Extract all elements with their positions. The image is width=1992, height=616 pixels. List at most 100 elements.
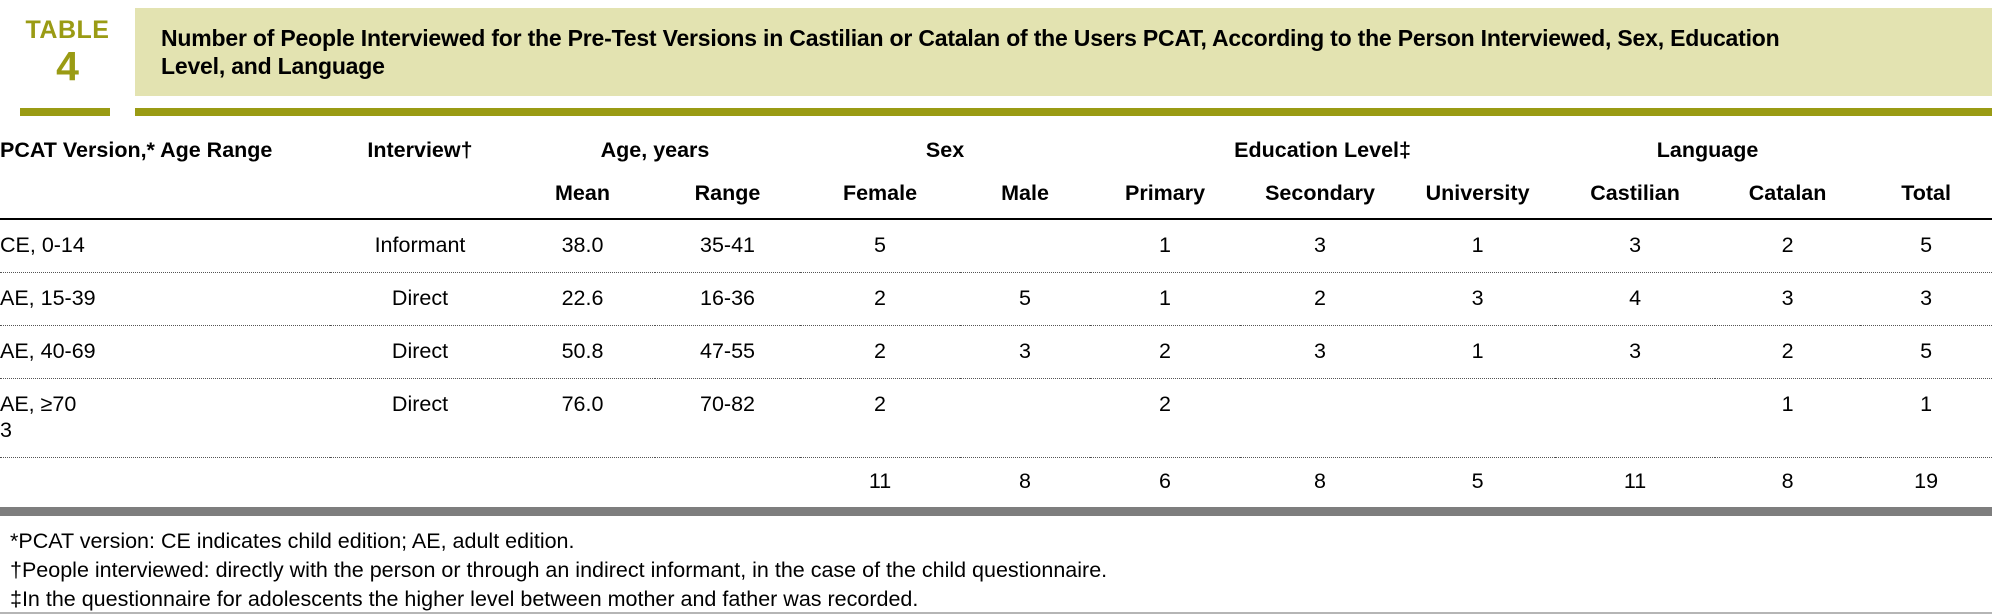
cell-range: 16-36 bbox=[655, 272, 801, 326]
cell-male: 5 bbox=[960, 272, 1091, 326]
totals-secondary: 8 bbox=[1314, 469, 1327, 493]
cell-castilian: 3 bbox=[1555, 219, 1716, 273]
totals-male: 8 bbox=[1019, 469, 1031, 493]
subheader-range: Range bbox=[655, 177, 801, 220]
cell-castilian: 4 bbox=[1555, 272, 1716, 326]
cell-catalan: 2 bbox=[1715, 219, 1861, 273]
totals-total: 19 bbox=[1914, 469, 1939, 493]
totals-university: 5 bbox=[1471, 469, 1484, 493]
cell-interview: Direct bbox=[330, 272, 510, 326]
group-header-row: PCAT Version,* Age Range Interview† Age,… bbox=[0, 132, 1992, 177]
table-number: 4 bbox=[56, 43, 79, 89]
cell-label: AE, ≥70 3 bbox=[0, 378, 330, 458]
cell-catalan: 2 bbox=[1715, 325, 1861, 379]
data-table: PCAT Version,* Age Range Interview† Age,… bbox=[0, 132, 1992, 507]
cell-castilian bbox=[1555, 378, 1716, 458]
cell-secondary: 3 bbox=[1240, 219, 1401, 273]
table-label-block: TABLE 4 bbox=[0, 8, 135, 96]
cell-label-line1: AE, ≥70 bbox=[0, 392, 77, 416]
subheader-empty-1 bbox=[0, 177, 330, 220]
totals-female: 11 bbox=[868, 469, 892, 493]
cell-university: 1 bbox=[1400, 325, 1556, 379]
cell-label-line2: 3 bbox=[0, 418, 12, 442]
cell-total: 3 bbox=[1860, 272, 1992, 326]
cell-castilian: 3 bbox=[1555, 325, 1716, 379]
cell-total: 1 bbox=[1860, 378, 1992, 458]
cell-range: 35-41 bbox=[655, 219, 801, 273]
figure-header: TABLE 4 Number of People Interviewed for… bbox=[0, 0, 1992, 96]
subheader-female: Female bbox=[800, 177, 961, 220]
cell-female: 2 bbox=[800, 272, 961, 326]
accent-rule-gap bbox=[110, 108, 135, 116]
sub-header-row: Mean Range Female Male Primary Secondary… bbox=[0, 177, 1992, 220]
totals-interview bbox=[330, 458, 510, 508]
totals-castilian: 11 bbox=[1623, 469, 1647, 493]
cell-primary: 2 bbox=[1090, 378, 1241, 458]
footnote-education-level: ‡In the questionnaire for adolescents th… bbox=[10, 587, 919, 611]
cell-total: 5 bbox=[1860, 219, 1992, 273]
footnotes: *PCAT version: CE indicates child editio… bbox=[0, 516, 1992, 614]
accent-rule-stub bbox=[20, 108, 110, 116]
header-language: Language bbox=[1656, 138, 1759, 162]
cell-female: 5 bbox=[800, 219, 961, 273]
cell-catalan: 1 bbox=[1715, 378, 1861, 458]
cell-interview: Direct bbox=[330, 378, 510, 458]
cell-female: 2 bbox=[800, 378, 961, 458]
header-education-level: Education Level‡ bbox=[1234, 138, 1411, 162]
totals-bottom-bar bbox=[0, 507, 1992, 516]
cell-mean: 76.0 bbox=[510, 378, 655, 458]
subheader-primary: Primary bbox=[1090, 177, 1241, 220]
title-box: Number of People Interviewed for the Pre… bbox=[135, 8, 1992, 96]
bottom-rule bbox=[0, 612, 1992, 614]
cell-secondary bbox=[1240, 378, 1401, 458]
totals-label bbox=[0, 458, 330, 508]
cell-mean: 38.0 bbox=[510, 219, 655, 273]
accent-rule bbox=[0, 108, 1992, 116]
cell-university: 1 bbox=[1400, 219, 1556, 273]
table-row-ae-70plus: AE, ≥70 3 Direct 76.0 70-82 2 2 1 1 bbox=[0, 378, 1992, 458]
cell-male bbox=[960, 378, 1091, 458]
totals-range bbox=[655, 458, 800, 508]
totals-primary: 6 bbox=[1159, 469, 1172, 493]
cell-university: 3 bbox=[1400, 272, 1556, 326]
cell-mean: 22.6 bbox=[510, 272, 655, 326]
cell-university bbox=[1400, 378, 1556, 458]
cell-range: 47-55 bbox=[655, 325, 801, 379]
table-title: Number of People Interviewed for the Pre… bbox=[161, 25, 1780, 79]
subheader-secondary: Secondary bbox=[1240, 177, 1401, 220]
table-word: TABLE bbox=[25, 16, 110, 44]
cell-primary: 1 bbox=[1090, 272, 1241, 326]
cell-female: 2 bbox=[800, 325, 961, 379]
table-row-ce-0-14: CE, 0-14 Informant 38.0 35-41 5 1 3 1 3 … bbox=[0, 219, 1992, 273]
accent-rule-main bbox=[135, 108, 1992, 116]
footnote-pcat-version: *PCAT version: CE indicates child editio… bbox=[10, 529, 575, 553]
cell-label: AE, 15-39 bbox=[0, 272, 330, 326]
cell-range: 70-82 bbox=[655, 378, 801, 458]
table-row-ae-15-39: AE, 15-39 Direct 22.6 16-36 2 5 1 2 3 4 … bbox=[0, 272, 1992, 326]
table-row-ae-40-69: AE, 40-69 Direct 50.8 47-55 2 3 2 3 1 3 … bbox=[0, 325, 1992, 379]
cell-interview: Informant bbox=[330, 219, 510, 273]
header-age-years: Age, years bbox=[600, 138, 710, 162]
table-totals-row: 11 8 6 8 5 11 8 19 bbox=[0, 458, 1992, 508]
cell-interview: Direct bbox=[330, 325, 510, 379]
cell-primary: 2 bbox=[1090, 325, 1241, 379]
footnote-people-interviewed: †People interviewed: directly with the p… bbox=[10, 558, 1108, 582]
header-interview: Interview† bbox=[367, 138, 473, 162]
cell-total: 5 bbox=[1860, 325, 1992, 379]
header-sex: Sex bbox=[925, 138, 965, 162]
cell-mean: 50.8 bbox=[510, 325, 655, 379]
totals-catalan: 8 bbox=[1781, 469, 1794, 493]
subheader-empty-2 bbox=[330, 177, 510, 220]
subheader-male: Male bbox=[960, 177, 1091, 220]
cell-label: CE, 0-14 bbox=[0, 219, 330, 273]
cell-male bbox=[960, 219, 1091, 273]
header-pcat-version-age-range: PCAT Version,* Age Range bbox=[0, 138, 273, 162]
cell-primary: 1 bbox=[1090, 219, 1241, 273]
totals-mean bbox=[510, 458, 655, 508]
cell-label: AE, 40-69 bbox=[0, 325, 330, 379]
cell-secondary: 2 bbox=[1240, 272, 1401, 326]
subheader-mean: Mean bbox=[510, 177, 655, 220]
subheader-catalan: Catalan bbox=[1715, 177, 1861, 220]
cell-catalan: 3 bbox=[1715, 272, 1861, 326]
header-total-spacer bbox=[1860, 132, 1992, 177]
